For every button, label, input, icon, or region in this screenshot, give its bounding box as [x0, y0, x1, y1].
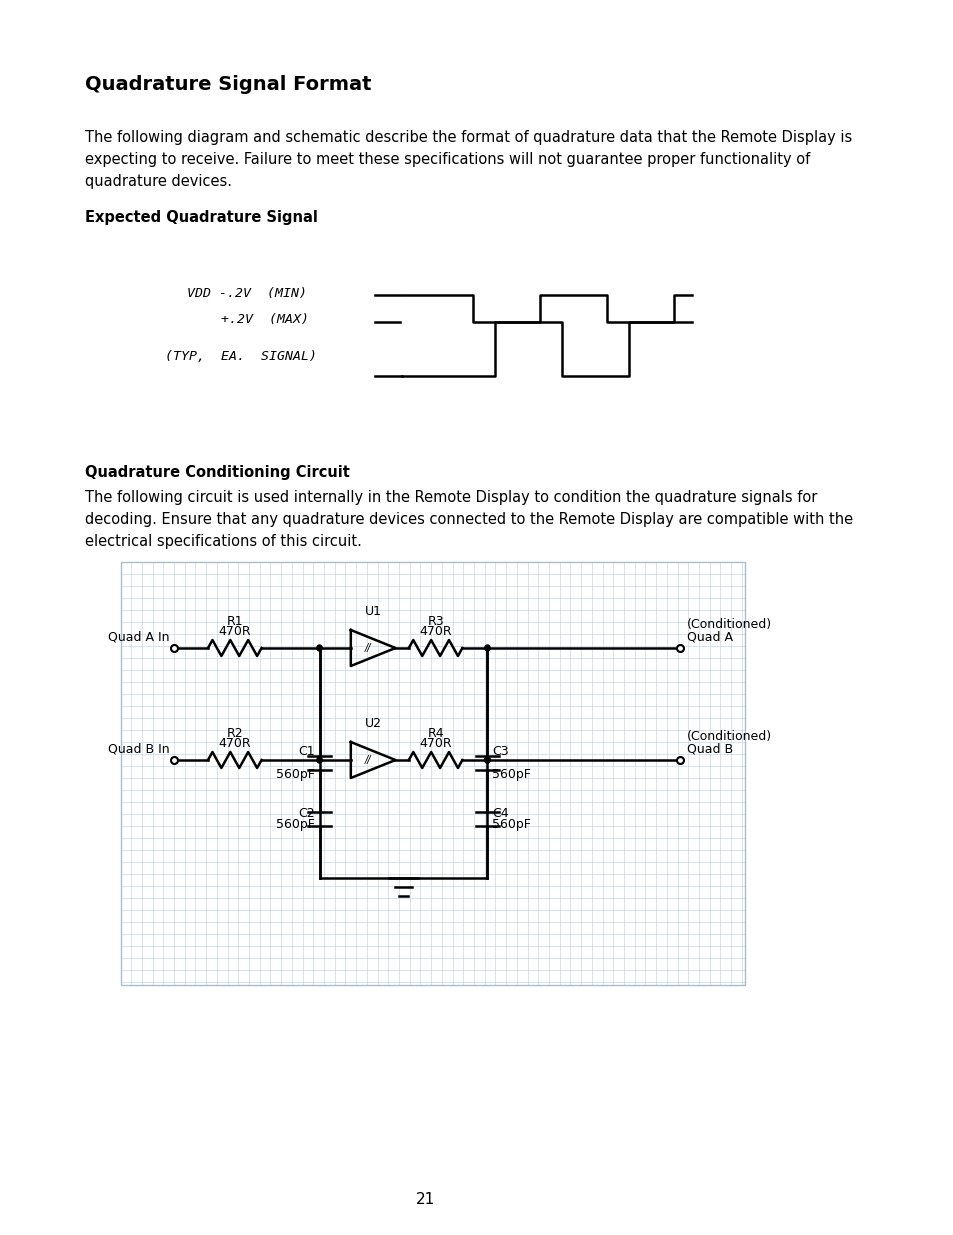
- Text: //: //: [364, 755, 371, 764]
- Text: R1: R1: [226, 615, 243, 629]
- Text: R3: R3: [427, 615, 443, 629]
- Text: 560pF: 560pF: [276, 819, 314, 831]
- Text: R4: R4: [427, 727, 443, 740]
- Text: C1: C1: [298, 745, 314, 758]
- Text: 560pF: 560pF: [492, 819, 530, 831]
- Text: Quadrature Conditioning Circuit: Quadrature Conditioning Circuit: [85, 466, 350, 480]
- Text: (TYP,  EA.  SIGNAL): (TYP, EA. SIGNAL): [165, 350, 316, 363]
- Text: 470R: 470R: [218, 737, 251, 750]
- Bar: [120, 562, 744, 986]
- Text: C3: C3: [492, 745, 508, 758]
- Text: VDD -.2V  (MIN): VDD -.2V (MIN): [187, 287, 307, 300]
- Text: C4: C4: [492, 806, 508, 820]
- Text: Quad B: Quad B: [686, 742, 733, 755]
- Text: 470R: 470R: [218, 625, 251, 638]
- Text: 470R: 470R: [419, 737, 452, 750]
- Text: electrical specifications of this circuit.: electrical specifications of this circui…: [85, 534, 361, 550]
- Text: quadrature devices.: quadrature devices.: [85, 174, 232, 189]
- Text: 470R: 470R: [419, 625, 452, 638]
- Text: +.2V  (MAX): +.2V (MAX): [221, 314, 309, 326]
- Text: Quad A In: Quad A In: [108, 630, 170, 643]
- Text: 560pF: 560pF: [492, 768, 530, 781]
- Text: U2: U2: [364, 718, 381, 730]
- Text: //: //: [364, 643, 371, 653]
- Circle shape: [316, 757, 322, 763]
- Text: (Conditioned): (Conditioned): [686, 730, 772, 743]
- Circle shape: [316, 645, 322, 651]
- Text: (Conditioned): (Conditioned): [686, 618, 772, 631]
- Text: C2: C2: [298, 806, 314, 820]
- Text: Expected Quadrature Signal: Expected Quadrature Signal: [85, 210, 317, 225]
- Text: U1: U1: [364, 605, 381, 618]
- Circle shape: [484, 757, 490, 763]
- Text: 21: 21: [416, 1193, 435, 1208]
- Text: R2: R2: [226, 727, 243, 740]
- Circle shape: [484, 757, 490, 763]
- Text: 560pF: 560pF: [276, 768, 314, 781]
- Text: The following diagram and schematic describe the format of quadrature data that : The following diagram and schematic desc…: [85, 130, 851, 144]
- Text: Quad A: Quad A: [686, 630, 733, 643]
- Circle shape: [484, 645, 490, 651]
- Text: Quadrature Signal Format: Quadrature Signal Format: [85, 75, 371, 94]
- Text: expecting to receive. Failure to meet these specifications will not guarantee pr: expecting to receive. Failure to meet th…: [85, 152, 809, 167]
- Text: The following circuit is used internally in the Remote Display to condition the : The following circuit is used internally…: [85, 490, 817, 505]
- Text: Quad B In: Quad B In: [108, 742, 170, 755]
- Text: decoding. Ensure that any quadrature devices connected to the Remote Display are: decoding. Ensure that any quadrature dev…: [85, 513, 852, 527]
